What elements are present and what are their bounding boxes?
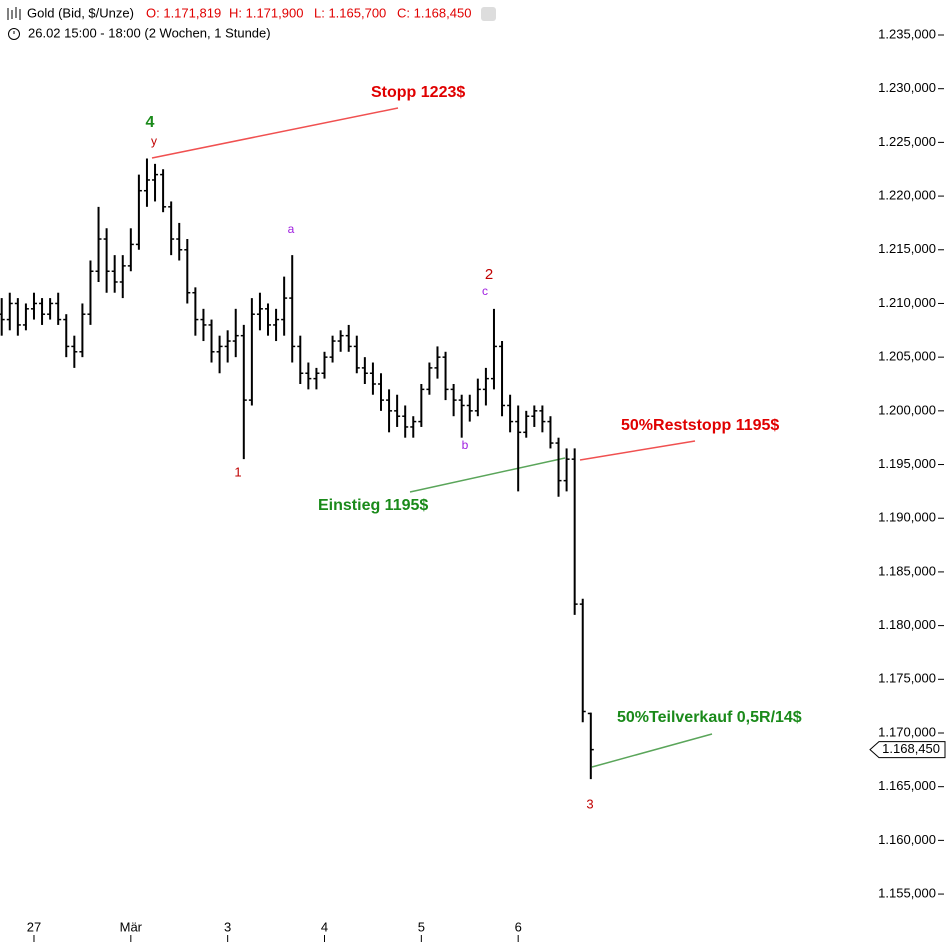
y-tick-label: 1.190,000: [878, 510, 936, 525]
annotation: 3: [586, 796, 593, 811]
y-tick-label: 1.235,000: [878, 26, 936, 41]
annotation: 50%Reststopp 1195$: [621, 417, 779, 434]
settings-icon[interactable]: [481, 7, 496, 21]
y-tick-label: 1.160,000: [878, 832, 936, 847]
annotation: 50%Teilverkauf 0,5R/14$: [617, 709, 802, 726]
annotation: Einstieg 1195$: [318, 497, 428, 514]
ohlc-open: O: 1.171,819: [146, 5, 221, 20]
y-tick-label: 1.165,000: [878, 778, 936, 793]
y-tick-label: 1.180,000: [878, 617, 936, 632]
ohlc-icon: [7, 7, 21, 20]
y-tick-label: 1.210,000: [878, 295, 936, 310]
annotation: b: [462, 438, 469, 452]
y-tick-label: 1.215,000: [878, 241, 936, 256]
reststop-line: [579, 440, 696, 461]
y-tick-label: 1.175,000: [878, 671, 936, 686]
y-tick-label: 1.200,000: [878, 402, 936, 417]
annotation: a: [288, 222, 295, 236]
instrument-title: Gold (Bid, $/Unze): [27, 5, 134, 20]
x-tick-label: 27: [27, 919, 41, 934]
annotation: c: [482, 284, 488, 298]
y-tick-label: 1.170,000: [878, 724, 936, 739]
x-tick-label: 3: [224, 919, 231, 934]
annotation: 4: [146, 114, 155, 131]
y-tick-label: 1.225,000: [878, 134, 936, 149]
x-tick-label: Mär: [120, 919, 143, 934]
last-price-tag: [869, 741, 946, 759]
last-price-label: 1.168,450: [882, 741, 940, 756]
y-tick-label: 1.205,000: [878, 349, 936, 364]
annotation: 2: [485, 266, 493, 283]
stop-line: [151, 107, 399, 159]
y-tick-label: 1.155,000: [878, 885, 936, 900]
y-tick-label: 1.185,000: [878, 563, 936, 578]
entry-line: [409, 457, 566, 493]
subtitle: 26.02 15:00 - 18:00 (2 Wochen, 1 Stunde): [28, 25, 271, 40]
x-tick-label: 4: [321, 919, 328, 934]
ohlc-high: H: 1.171,900: [229, 5, 303, 20]
ohlc-close: C: 1.168,450: [397, 5, 471, 20]
annotation: Stopp 1223$: [371, 84, 465, 101]
y-tick-label: 1.220,000: [878, 188, 936, 203]
annotation: 1: [234, 464, 241, 479]
x-tick-label: 6: [515, 919, 522, 934]
y-tick-label: 1.195,000: [878, 456, 936, 471]
x-tick-label: 5: [418, 919, 425, 934]
y-tick-label: 1.230,000: [878, 80, 936, 95]
clock-icon: [8, 28, 20, 40]
partial-sale-line: [591, 733, 713, 768]
ohlc-low: L: 1.165,700: [314, 5, 386, 20]
annotation: y: [151, 134, 157, 148]
